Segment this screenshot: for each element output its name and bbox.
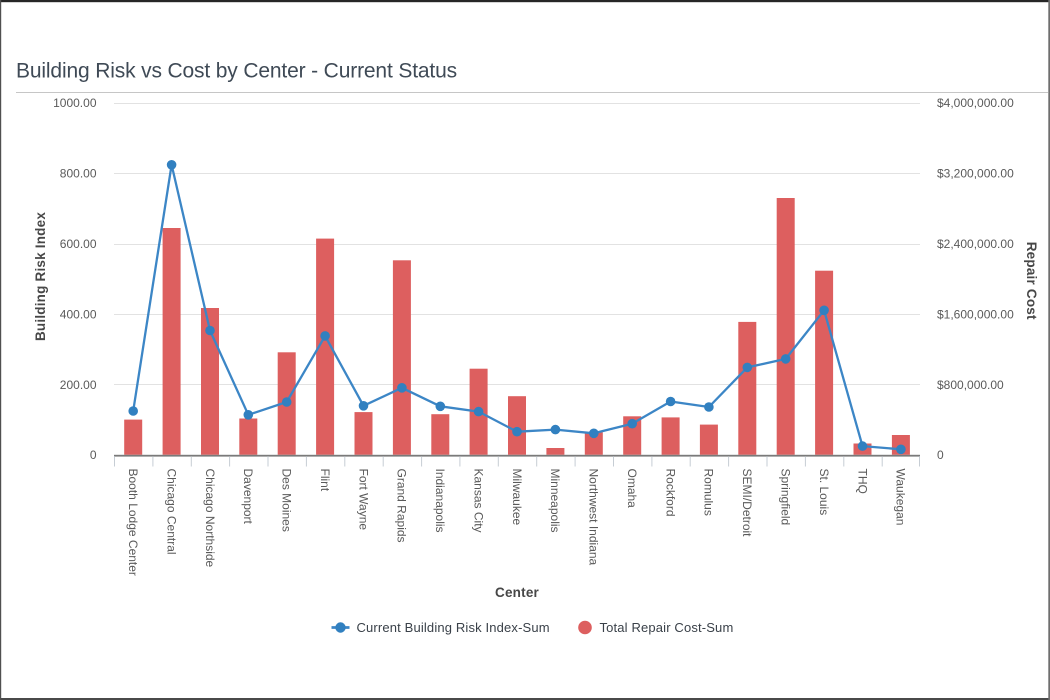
svg-text:Flint: Flint [318,469,332,492]
svg-text:Grand Rapids: Grand Rapids [395,469,409,543]
svg-text:Des Moines: Des Moines [280,469,294,532]
svg-text:Minneapolis: Minneapolis [548,469,562,533]
svg-text:St. Louis: St. Louis [817,469,831,516]
svg-text:Northwest Indiana: Northwest Indiana [587,469,601,566]
svg-text:$3,200,000.00: $3,200,000.00 [937,167,1014,181]
svg-text:Rockford: Rockford [663,469,677,517]
svg-text:Center: Center [495,585,540,600]
svg-text:Building Risk Index: Building Risk Index [33,212,48,341]
svg-text:$1,600,000.00: $1,600,000.00 [937,307,1014,321]
svg-text:$800,000.00: $800,000.00 [937,378,1004,392]
svg-text:Milwaukee: Milwaukee [510,469,524,526]
svg-text:Fort Wayne: Fort Wayne [356,469,370,531]
svg-text:0: 0 [90,448,97,462]
svg-text:Waukegan: Waukegan [894,469,908,526]
svg-text:Springfield: Springfield [779,469,793,526]
svg-text:400.00: 400.00 [60,307,97,321]
svg-text:Total Repair Cost-Sum: Total Repair Cost-Sum [600,620,734,635]
svg-text:SEMI/Detroit: SEMI/Detroit [740,469,754,538]
svg-text:Omaha: Omaha [625,469,639,509]
svg-text:Current Building Risk Index-Su: Current Building Risk Index-Sum [357,620,550,635]
svg-text:1000.00: 1000.00 [53,96,97,110]
svg-text:$4,000,000.00: $4,000,000.00 [937,96,1014,110]
svg-text:Booth Lodge Center: Booth Lodge Center [126,469,140,576]
svg-text:THQ: THQ [855,469,869,494]
svg-text:Chicago Northside: Chicago Northside [203,469,217,568]
svg-text:200.00: 200.00 [60,378,97,392]
svg-text:Kansas City: Kansas City [471,469,485,533]
svg-text:800.00: 800.00 [60,167,97,181]
svg-text:$2,400,000.00: $2,400,000.00 [937,237,1014,251]
svg-text:Chicago Central: Chicago Central [164,469,178,555]
svg-text:Repair Cost: Repair Cost [1024,242,1039,320]
svg-text:0: 0 [937,448,944,462]
svg-text:600.00: 600.00 [60,237,97,251]
svg-text:Davenport: Davenport [241,469,255,525]
svg-text:Indianapolis: Indianapolis [433,469,447,533]
svg-text:Romulus: Romulus [702,469,716,516]
svg-text:Building Risk vs Cost by Cente: Building Risk vs Cost by Center - Curren… [16,60,457,83]
